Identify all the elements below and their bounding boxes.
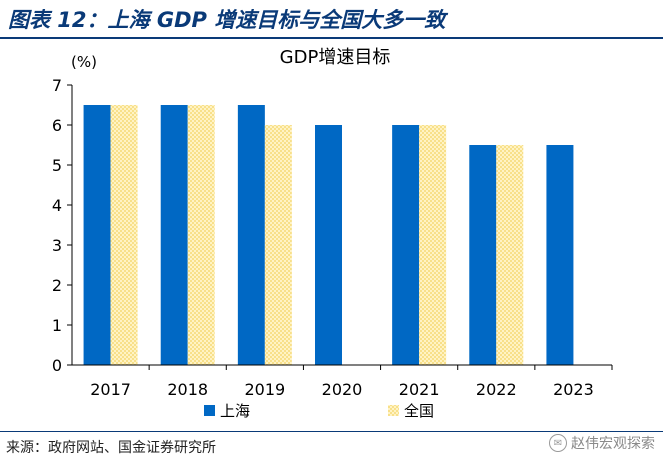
wechat-icon: ✉ <box>549 434 567 452</box>
y-tick-label: 3 <box>52 236 62 255</box>
bars <box>83 105 574 365</box>
source-note: 来源：政府网站、国金证券研究所 <box>6 440 216 456</box>
y-axis: 0 1 2 3 4 5 6 7 <box>52 76 73 375</box>
y-tick-label: 6 <box>52 116 62 135</box>
y-axis-unit: (%) <box>71 53 97 71</box>
bar-national-2022 <box>496 145 524 365</box>
y-tick-label: 2 <box>52 276 62 295</box>
figure-title: 图表 12：上海 GDP 增速目标与全国大多一致 <box>8 8 446 32</box>
bar-national-2017 <box>110 105 138 365</box>
x-tick-label: 2019 <box>244 380 285 399</box>
x-tick-label: 2020 <box>322 380 363 399</box>
bar-national-2021 <box>419 125 447 365</box>
y-tick-label: 1 <box>52 316 62 335</box>
watermark-text: 赵伟宏观探索 <box>571 436 655 452</box>
bar-shanghai-2019 <box>237 105 265 365</box>
bar-national-2019 <box>264 125 292 365</box>
bar-shanghai-2021 <box>392 125 420 365</box>
chart-title: GDP增速目标 <box>280 47 391 68</box>
title-rule <box>0 37 663 39</box>
x-tick-label: 2021 <box>399 380 440 399</box>
bar-shanghai-2023 <box>546 145 574 365</box>
y-tick-label: 5 <box>52 156 62 175</box>
bar-shanghai-2020 <box>315 125 342 365</box>
x-tick-label: 2018 <box>167 380 208 399</box>
legend-label-national: 全国 <box>404 402 434 420</box>
bar-shanghai-2022 <box>469 145 497 365</box>
legend-label-shanghai: 上海 <box>220 402 250 420</box>
x-axis: 2017 2018 2019 2020 2021 2022 2023 <box>72 364 613 399</box>
source-rule <box>0 431 663 432</box>
legend-swatch-shanghai <box>204 405 215 416</box>
watermark: ✉ 赵伟宏观探索 <box>549 433 655 453</box>
bar-shanghai-2017 <box>83 105 111 365</box>
x-tick-label: 2022 <box>476 380 517 399</box>
bar-shanghai-2018 <box>160 105 188 365</box>
legend-swatch-national <box>388 405 399 416</box>
y-tick-label: 7 <box>52 76 62 95</box>
bar-chart: GDP增速目标 (%) 0 1 2 3 4 5 6 7 2017 2018 2019 2020 202… <box>52 47 613 420</box>
x-tick-label: 2023 <box>553 380 594 399</box>
legend: 上海 全国 <box>204 402 434 420</box>
y-tick-label: 4 <box>52 196 62 215</box>
x-tick-label: 2017 <box>90 380 131 399</box>
y-tick-label: 0 <box>52 356 62 375</box>
bar-national-2018 <box>187 105 215 365</box>
